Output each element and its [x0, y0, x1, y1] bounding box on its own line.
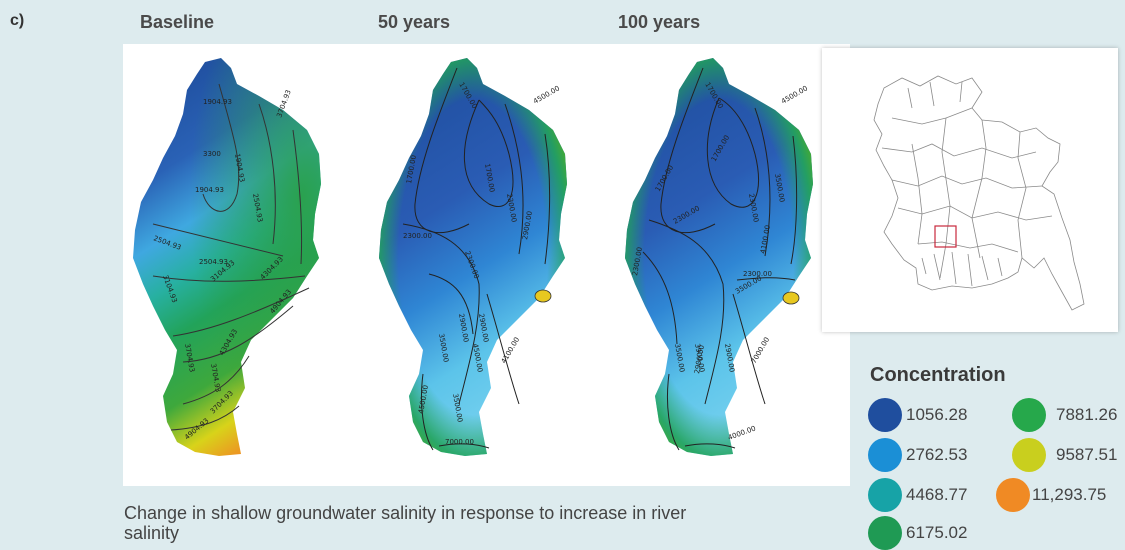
legend-label: 2762.53: [906, 445, 968, 464]
panel-label: c): [10, 12, 25, 29]
salinity-maps: 1904.93 3300 1904.93 1904.93 2504.93 250…: [133, 58, 813, 456]
legend-label: 9587.51: [1056, 445, 1118, 464]
legend-label: 11,293.75: [1032, 485, 1107, 504]
50-years-map: 1700.00 1700.00 2300.00 1700.00 2300.00 …: [379, 58, 567, 456]
bangladesh-outline: [873, 75, 1085, 311]
figure-caption: Change in shallow groundwater salinity i…: [124, 503, 687, 543]
baseline-map: 1904.93 3300 1904.93 1904.93 2504.93 250…: [133, 58, 321, 456]
legend-swatch: [1012, 438, 1046, 472]
contour-label: 1904.93: [195, 186, 224, 194]
legend-item: 1056.28: [868, 398, 967, 432]
legend-swatch: [1012, 398, 1046, 432]
legend-swatch: [996, 478, 1030, 512]
contour-label: 3704.93: [275, 89, 292, 119]
legend-swatch: [868, 478, 902, 512]
contour-label: 4000.00: [727, 424, 757, 441]
legend-item: 7881.26: [1012, 398, 1117, 432]
contour-label: 2504.93: [199, 258, 228, 266]
legend-label: 1056.28: [906, 405, 968, 424]
salinity-maps-panel: 1904.93 3300 1904.93 1904.93 2504.93 250…: [123, 44, 850, 486]
legend-item: 2762.53: [868, 438, 967, 472]
study-area-highlight: [934, 225, 957, 248]
contour-label: 7000.00: [750, 336, 771, 365]
legend-item: 6175.02: [868, 516, 967, 550]
legend-title: Concentration: [870, 364, 1006, 386]
contour-label: 2300.00: [403, 232, 432, 240]
100-years-map: 1700.00 1700.00 1700.00 2300.00 2300.00 …: [625, 58, 813, 456]
contour-label: 2300.00: [743, 270, 772, 278]
legend-label: 4468.77: [906, 485, 968, 504]
legend-item: 11,293.75: [996, 478, 1106, 512]
inset-locator-map: [822, 48, 1118, 332]
legend-label: 7881.26: [1056, 405, 1118, 424]
contour-label: 1904.93: [203, 98, 232, 106]
legend-swatch: [868, 438, 902, 472]
legend-swatch: [868, 398, 902, 432]
contour-label: 3300: [203, 150, 221, 158]
contour-label: 4500.00: [532, 84, 561, 105]
contour-label: 7000.00: [445, 438, 474, 446]
scenario-title-100-years: 100 years: [618, 12, 701, 32]
legend-label: 6175.02: [906, 523, 968, 542]
legend-swatch: [868, 516, 902, 550]
legend-item: 4468.77: [868, 478, 967, 512]
scenario-title-baseline: Baseline: [140, 12, 215, 32]
scenario-title-50-years: 50 years: [378, 12, 451, 32]
contour-label: 4500.00: [780, 84, 809, 105]
legend-item: 9587.51: [1012, 438, 1117, 472]
